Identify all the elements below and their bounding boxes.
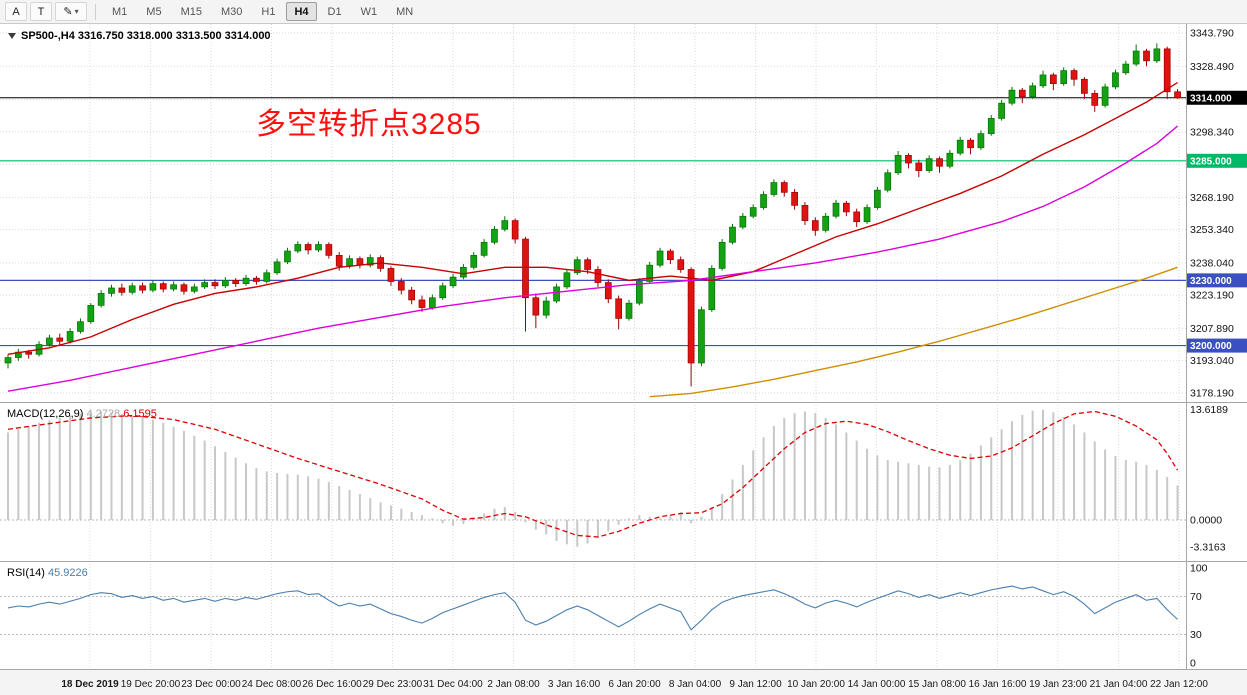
svg-text:18 Dec 2019: 18 Dec 2019 xyxy=(61,679,119,690)
svg-text:3328.490: 3328.490 xyxy=(1190,61,1234,73)
toolbar-separator xyxy=(95,3,96,20)
chevron-down-icon: ▾ xyxy=(74,6,79,16)
svg-text:-3.3163: -3.3163 xyxy=(1190,541,1226,553)
macd-indicator-label: MACD(12,26,9) 4.2728 6.1595 xyxy=(7,408,157,420)
symbol-ohlc-info: SP500-,H4 3316.750 3318.000 3313.500 331… xyxy=(8,30,271,42)
svg-text:23 Dec 00:00: 23 Dec 00:00 xyxy=(181,679,241,690)
ma-mid-magenta-line xyxy=(7,125,1179,392)
ma-fast-red-line xyxy=(7,81,1178,355)
svg-text:14 Jan 00:00: 14 Jan 00:00 xyxy=(848,679,906,690)
svg-text:3343.790: 3343.790 xyxy=(1190,28,1234,40)
svg-text:13.6189: 13.6189 xyxy=(1190,404,1228,416)
svg-text:31 Dec 04:00: 31 Dec 04:00 xyxy=(423,679,483,690)
vertical-gridlines xyxy=(89,24,1180,669)
macd-main-value: 4.2728 xyxy=(86,408,121,420)
svg-text:8 Jan 04:00: 8 Jan 04:00 xyxy=(669,679,722,690)
timeframe-mn-button[interactable]: MN xyxy=(388,2,421,21)
cursor-tool-button[interactable]: A xyxy=(5,2,27,21)
svg-text:9 Jan 12:00: 9 Jan 12:00 xyxy=(729,679,782,690)
svg-text:30: 30 xyxy=(1190,629,1202,641)
svg-text:3200.000: 3200.000 xyxy=(1190,341,1232,352)
price-tags: 3285.000 3230.000 3200.000 3314.000 xyxy=(1187,90,1247,353)
horizontal-level-lines[interactable] xyxy=(0,160,1186,347)
svg-text:70: 70 xyxy=(1190,591,1202,603)
time-axis-background xyxy=(0,670,1247,695)
svg-text:24 Dec 08:00: 24 Dec 08:00 xyxy=(242,679,302,690)
panel-separators xyxy=(0,24,1247,670)
timeframe-d1-button[interactable]: D1 xyxy=(320,2,350,21)
macd-signal-value: 6.1595 xyxy=(123,408,157,420)
svg-text:3253.340: 3253.340 xyxy=(1190,224,1234,236)
rsi-name: RSI(14) xyxy=(7,567,45,579)
svg-text:26 Dec 16:00: 26 Dec 16:00 xyxy=(302,679,362,690)
svg-text:19 Dec 20:00: 19 Dec 20:00 xyxy=(121,679,181,690)
svg-text:3178.190: 3178.190 xyxy=(1190,388,1234,400)
symbol-ohlc-text: SP500-,H4 3316.750 3318.000 3313.500 331… xyxy=(21,30,271,42)
svg-text:0.0000: 0.0000 xyxy=(1190,515,1222,527)
rsi-indicator-label: RSI(14) 45.9226 xyxy=(7,567,88,579)
svg-text:3207.890: 3207.890 xyxy=(1190,323,1234,335)
draw-color-tool-button[interactable]: ✎ ▾ xyxy=(55,2,87,21)
svg-text:10 Jan 20:00: 10 Jan 20:00 xyxy=(787,679,845,690)
time-axis-labels: 18 Dec 2019 19 Dec 20:00 23 Dec 00:00 24 De… xyxy=(61,679,1208,690)
svg-text:0: 0 xyxy=(1190,658,1196,670)
candles xyxy=(4,43,1181,387)
svg-text:29 Dec 23:00: 29 Dec 23:00 xyxy=(363,679,423,690)
chart-annotation-text[interactable]: 多空转折点3285 xyxy=(256,108,482,141)
toolbar: A T ✎ ▾ M1 M5 M15 M30 H1 H4 D1 W1 MN xyxy=(0,0,1247,24)
svg-text:21 Jan 04:00: 21 Jan 04:00 xyxy=(1090,679,1148,690)
timeframe-m1-button[interactable]: M1 xyxy=(104,2,135,21)
svg-text:3268.190: 3268.190 xyxy=(1190,192,1234,204)
timeframe-m5-button[interactable]: M5 xyxy=(138,2,169,21)
timeframe-m30-button[interactable]: M30 xyxy=(213,2,250,21)
collapse-triangle-icon[interactable] xyxy=(8,33,16,39)
macd-name: MACD(12,26,9) xyxy=(7,408,84,420)
svg-text:100: 100 xyxy=(1190,563,1208,575)
rsi-value: 45.9226 xyxy=(47,567,88,579)
svg-text:16 Jan 16:00: 16 Jan 16:00 xyxy=(969,679,1027,690)
svg-text:3238.040: 3238.040 xyxy=(1190,257,1234,269)
svg-text:19 Jan 23:00: 19 Jan 23:00 xyxy=(1029,679,1087,690)
ma-slow-orange-line xyxy=(649,266,1178,398)
timeframe-h1-button[interactable]: H1 xyxy=(253,2,283,21)
timeframe-m15-button[interactable]: M15 xyxy=(173,2,210,21)
pencil-icon: ✎ xyxy=(63,5,73,18)
svg-text:3285.000: 3285.000 xyxy=(1190,156,1232,167)
svg-text:2 Jan 08:00: 2 Jan 08:00 xyxy=(487,679,540,690)
svg-text:3298.340: 3298.340 xyxy=(1190,126,1234,138)
macd-panel xyxy=(0,409,1186,547)
svg-text:3230.000: 3230.000 xyxy=(1190,276,1232,287)
price-gridlines xyxy=(0,32,1186,394)
svg-text:3 Jan 16:00: 3 Jan 16:00 xyxy=(548,679,601,690)
svg-text:22 Jan 12:00: 22 Jan 12:00 xyxy=(1150,679,1208,690)
timeframe-h4-button[interactable]: H4 xyxy=(286,2,317,21)
svg-text:15 Jan 08:00: 15 Jan 08:00 xyxy=(908,679,966,690)
rsi-panel xyxy=(0,585,1186,635)
svg-text:3223.190: 3223.190 xyxy=(1190,290,1234,302)
svg-text:3193.040: 3193.040 xyxy=(1190,355,1234,367)
svg-text:6 Jan 20:00: 6 Jan 20:00 xyxy=(608,679,661,690)
text-tool-button[interactable]: T xyxy=(30,2,52,21)
svg-text:3314.000: 3314.000 xyxy=(1190,93,1232,104)
timeframe-w1-button[interactable]: W1 xyxy=(353,2,386,21)
